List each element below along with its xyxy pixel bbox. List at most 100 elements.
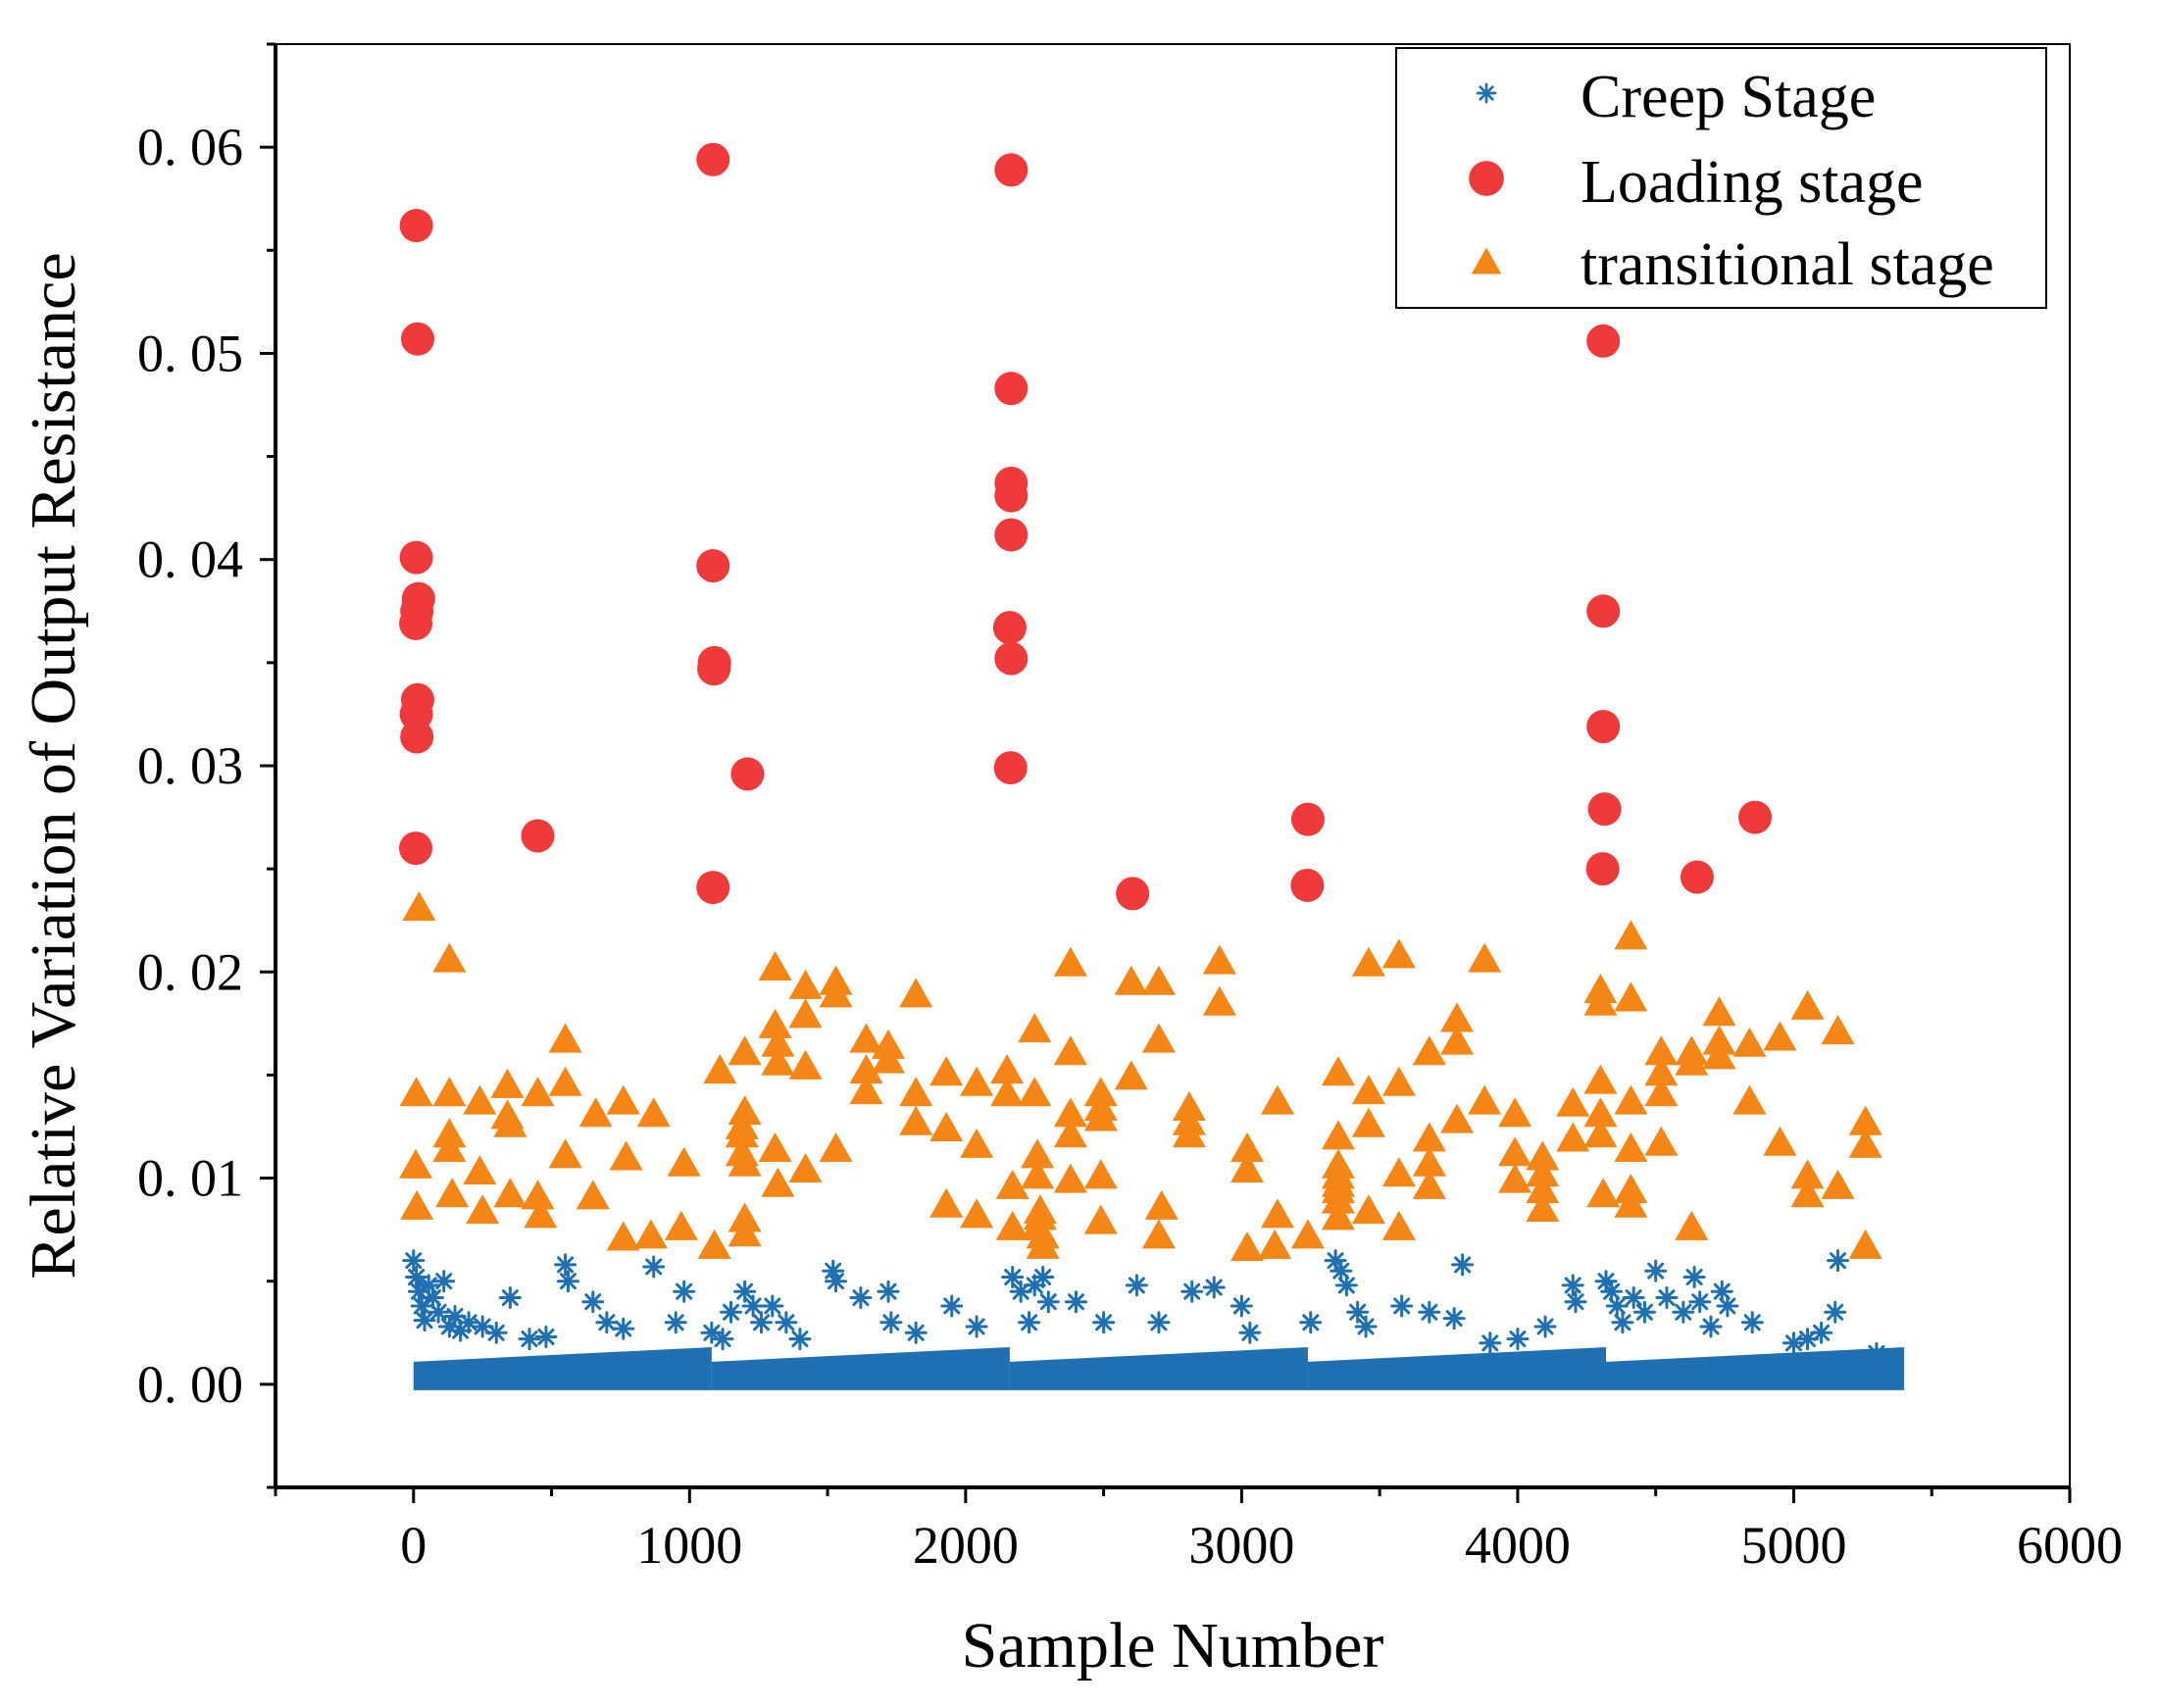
y-tick-label: 0. 05 — [137, 324, 243, 382]
transitional-point — [399, 1077, 433, 1107]
transitional-point — [1763, 1021, 1797, 1051]
creep-point — [405, 1266, 428, 1289]
transitional-point — [1141, 1219, 1176, 1249]
transitional-point — [1202, 944, 1236, 975]
creep-point — [427, 1300, 450, 1324]
transitional-point — [521, 1077, 555, 1107]
transitional-point — [929, 1112, 964, 1141]
transitional-point — [990, 1077, 1025, 1107]
creep-point — [518, 1328, 541, 1351]
transitional-point — [728, 1035, 762, 1066]
transitional-point — [463, 1084, 497, 1115]
transitional-point — [524, 1198, 558, 1229]
transitional-point — [435, 1178, 470, 1208]
transitional-point — [1412, 1169, 1446, 1199]
loading-point — [1586, 324, 1621, 358]
transitional-point — [899, 1105, 933, 1135]
transitional-point — [1053, 1035, 1087, 1066]
legend-marker-creep — [1476, 82, 1497, 104]
transitional-point — [493, 1178, 527, 1208]
creep-point — [1031, 1266, 1055, 1289]
creep-point — [1810, 1321, 1833, 1344]
loading-point — [1290, 868, 1325, 902]
transitional-point — [899, 978, 933, 1008]
creep-band-layer — [413, 1347, 1905, 1390]
creep-point — [1699, 1315, 1723, 1338]
creep-point — [1644, 1259, 1668, 1282]
transitional-point — [1583, 1097, 1618, 1128]
creep-point — [1334, 1274, 1358, 1297]
loading-point — [521, 819, 555, 853]
creep-point — [484, 1321, 508, 1344]
transitional-point — [728, 1217, 762, 1247]
y-tick-label: 0. 00 — [137, 1355, 243, 1414]
transitional-point — [576, 1180, 610, 1210]
transitional-point — [1526, 1140, 1560, 1171]
transitional-point — [1290, 1219, 1325, 1249]
transitional-point — [1026, 1229, 1060, 1259]
transitional-point — [1260, 1198, 1294, 1229]
loading-point — [1680, 860, 1714, 894]
creep-point — [581, 1290, 605, 1314]
creep-point — [1125, 1274, 1148, 1297]
creep-point — [1782, 1331, 1805, 1355]
transitional-point — [606, 1221, 640, 1251]
loading-point — [993, 751, 1028, 785]
x-tick-labels: 0 1000 2000 3000 4000 5000 6000 — [400, 1516, 2123, 1575]
transitional-point — [606, 1084, 640, 1115]
loading-point — [994, 478, 1029, 513]
transitional-point — [633, 1219, 668, 1249]
y-tick-label: 0. 02 — [137, 942, 243, 1001]
loading-point — [697, 652, 731, 686]
transitional-point — [1439, 1103, 1474, 1133]
transitional-point — [1260, 1084, 1294, 1115]
x-tick-label: 5000 — [1740, 1516, 1846, 1575]
creep-point — [1299, 1311, 1323, 1334]
transitional-point — [1141, 1023, 1176, 1053]
transitional-point — [493, 1107, 527, 1137]
legend-label-loading: Loading stage — [1581, 149, 1924, 216]
transitional-point — [1498, 1136, 1532, 1167]
creep-point — [498, 1286, 522, 1310]
legend: Creep Stage Loading stage transitional s… — [1395, 47, 2047, 309]
transitional-point — [432, 942, 467, 973]
creep-point — [1476, 82, 1497, 104]
creep-point — [720, 1300, 743, 1324]
transitional-point — [1230, 1132, 1265, 1163]
creep-point — [1418, 1300, 1441, 1324]
loading-point — [994, 518, 1029, 552]
creep-point — [1622, 1286, 1645, 1310]
tick-layer — [260, 42, 2072, 1503]
creep-point — [1740, 1311, 1764, 1334]
creep-point — [1716, 1294, 1739, 1318]
creep-point — [1865, 1341, 1888, 1365]
transitional-point — [1114, 965, 1148, 995]
transitional-point — [1230, 1231, 1265, 1261]
creep-point — [1672, 1300, 1695, 1324]
transitional-point — [432, 1132, 467, 1163]
loading-point — [1290, 802, 1325, 836]
transitional-point — [1614, 1187, 1648, 1218]
transitional-point — [548, 1066, 582, 1096]
transitional-point — [1583, 1064, 1618, 1094]
transitional-point — [1675, 1045, 1709, 1076]
creep-point — [1147, 1311, 1171, 1334]
transitional-point — [463, 1155, 497, 1185]
loading-point — [696, 549, 730, 583]
transitional-point — [1468, 1084, 1502, 1115]
transitional-point — [1644, 1056, 1679, 1086]
creep-point — [775, 1311, 798, 1334]
creep-point — [612, 1317, 635, 1340]
transitional-point — [1321, 1200, 1355, 1231]
transitional-point — [402, 890, 436, 921]
transitional-point — [1790, 989, 1825, 1020]
legend-marker-transitional — [1471, 247, 1502, 275]
creep-point — [1354, 1315, 1378, 1338]
transitional-point — [1471, 247, 1502, 275]
transitional-point — [636, 1097, 671, 1128]
creep-point — [1533, 1315, 1557, 1338]
creep-point — [1001, 1266, 1025, 1289]
transitional-point — [872, 1043, 906, 1074]
transitional-point — [1114, 1060, 1148, 1090]
x-tick-label: 2000 — [913, 1516, 1019, 1575]
